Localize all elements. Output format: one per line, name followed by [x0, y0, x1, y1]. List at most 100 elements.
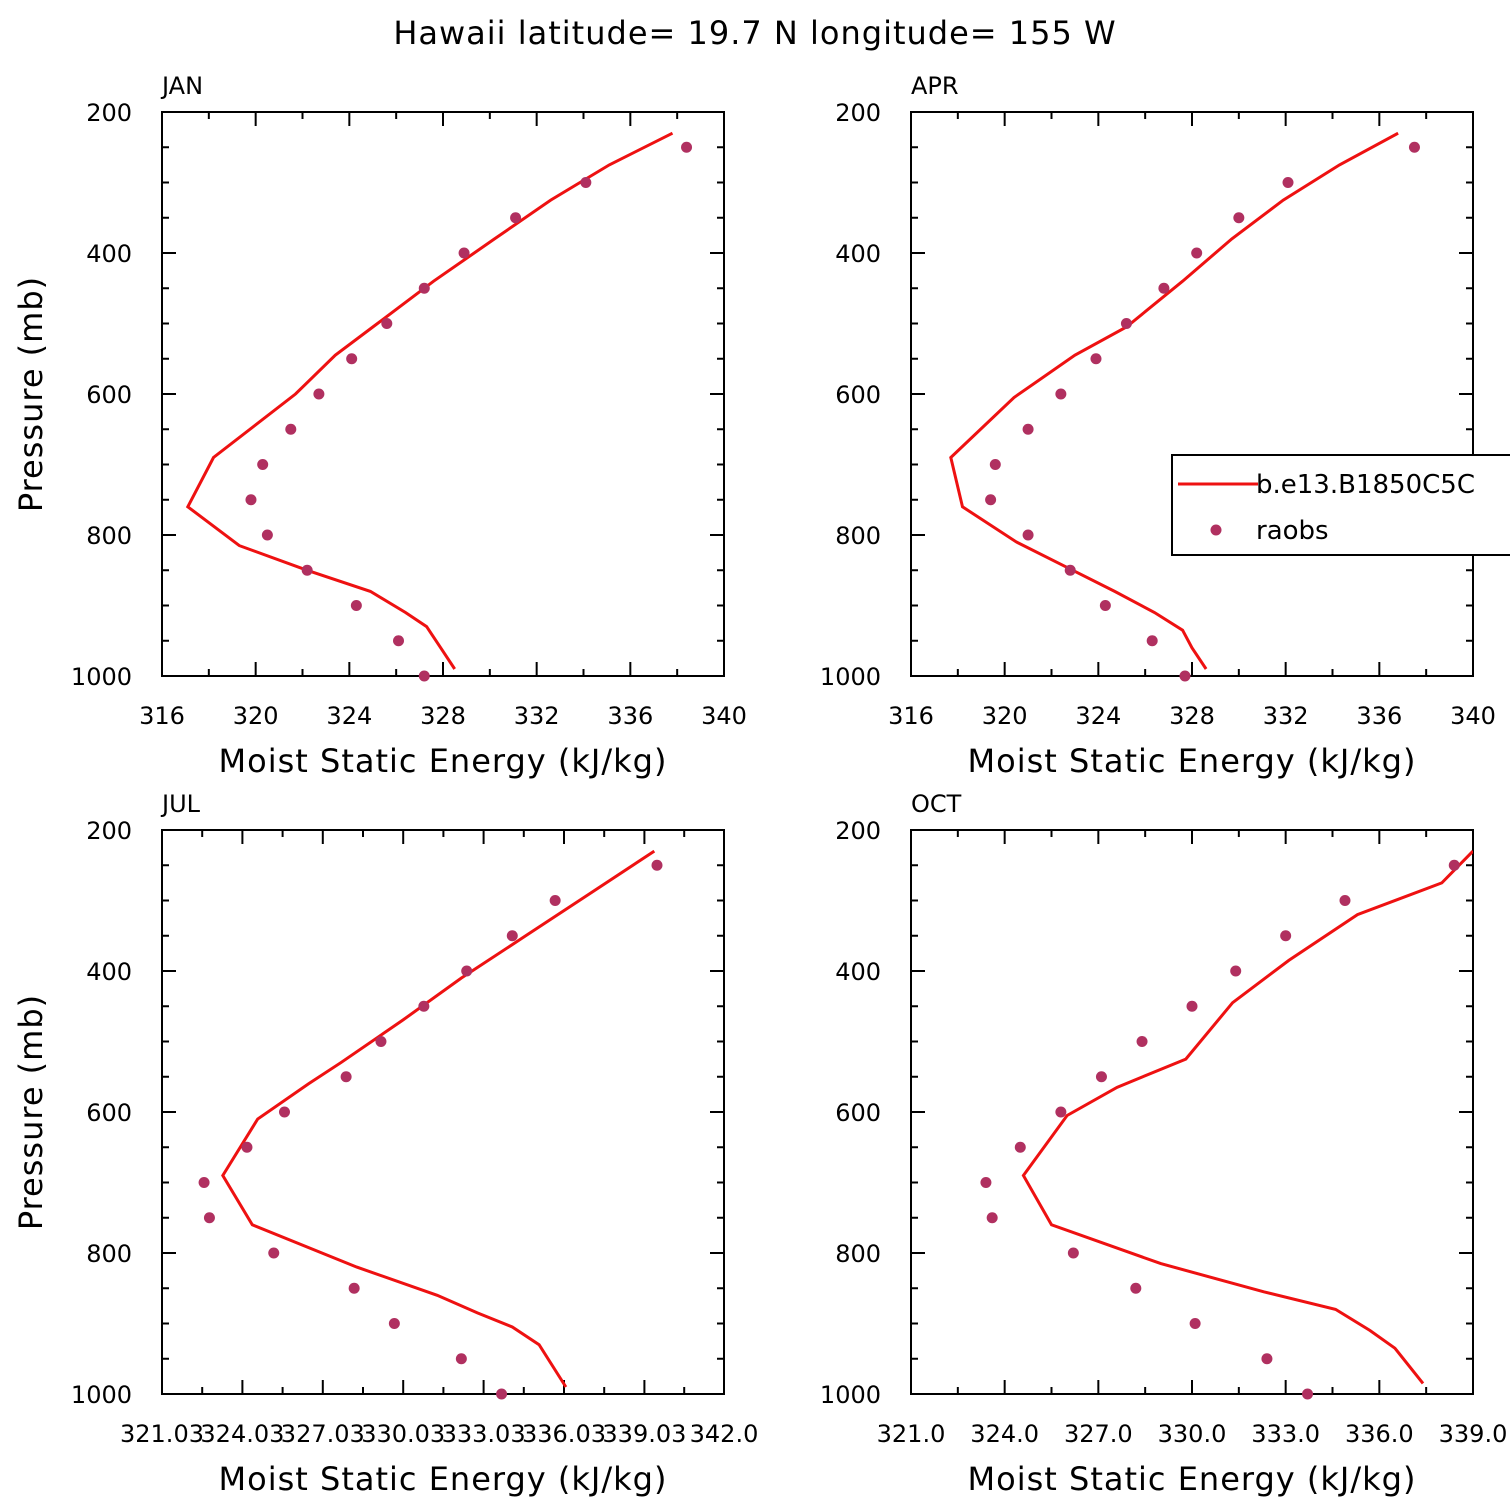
y-tick-label: 200 [835, 817, 881, 845]
x-tick-label: 320 [982, 702, 1028, 730]
x-axis-title: Moist Static Energy (kJ/kg) [219, 742, 668, 780]
y-tick-label: 400 [835, 958, 881, 986]
raobs-point [1339, 895, 1351, 906]
panel-label: JUL [160, 790, 201, 818]
raobs-point [461, 965, 473, 977]
panel-label: OCT [911, 790, 962, 818]
raobs-point [340, 1071, 352, 1083]
raobs-point [1064, 564, 1076, 576]
x-tick-label: 336.03 [522, 1420, 606, 1448]
x-tick-label: 330.0 [1158, 1420, 1227, 1448]
raobs-point [651, 859, 663, 871]
y-tick-label: 600 [86, 1099, 132, 1127]
panel-jul: JUL 200 400 600 800 1000 321.03324.03327.03330… [12, 790, 758, 1498]
raobs-point [245, 494, 257, 506]
y-tick-label: 800 [86, 1240, 132, 1268]
y-tick-label: 200 [835, 99, 881, 127]
raobs-point [1014, 1141, 1026, 1153]
y-tick-label: 200 [86, 817, 132, 845]
raobs-point [1408, 141, 1420, 153]
raobs-point [346, 353, 358, 365]
raobs-point [375, 1036, 387, 1047]
raobs-point [496, 1388, 508, 1400]
x-tick-label: 320 [233, 702, 279, 730]
x-tick-label: 332 [1263, 702, 1309, 730]
raobs-point [455, 1353, 467, 1365]
raobs-point [393, 635, 405, 647]
legend-label: raobs [1256, 516, 1329, 546]
plot-frame [910, 829, 1474, 1395]
raobs-point [580, 177, 592, 188]
x-tick-label: 327.0 [1064, 1420, 1133, 1448]
raobs-point [1233, 212, 1245, 224]
panel-label: JAN [160, 72, 203, 100]
x-tick-label: 321.0 [877, 1420, 946, 1448]
x-tick-label: 324.03 [200, 1420, 284, 1448]
x-tick-label: 328 [1169, 702, 1215, 730]
y-tick-label: 400 [86, 958, 132, 986]
x-tick-label: 321.03 [120, 1420, 204, 1448]
plot-frame [161, 111, 725, 677]
raobs-point [1090, 353, 1102, 365]
raobs-point [1158, 282, 1170, 294]
raobs-point [313, 388, 325, 400]
raobs-point [418, 670, 430, 682]
x-tick-label: 324.0 [970, 1420, 1039, 1448]
raobs-point [989, 459, 1001, 470]
raobs-point [1067, 1247, 1079, 1259]
raobs-point [301, 564, 313, 576]
y-tick-label: 800 [835, 522, 881, 550]
raobs-point [1146, 635, 1158, 647]
legend: b.e13.B1850C5C raobs [1171, 454, 1510, 556]
x-tick-label: 332 [514, 702, 560, 730]
x-tick-label: 316 [139, 702, 185, 730]
y-tick-label: 800 [86, 522, 132, 550]
raobs-point [1230, 965, 1242, 977]
raobs-point [549, 895, 561, 906]
raobs-point [506, 930, 518, 942]
x-axis-title: Moist Static Energy (kJ/kg) [968, 1460, 1417, 1498]
raobs-point [1282, 177, 1294, 188]
raobs-point [681, 141, 693, 153]
x-tick-label: 330.03 [361, 1420, 445, 1448]
x-tick-label: 327.03 [281, 1420, 365, 1448]
model-profile-line [949, 131, 1399, 670]
figure-title: Hawaii latitude= 19.7 N longitude= 155 W [393, 14, 1116, 52]
x-tick-label: 324 [326, 702, 372, 730]
raobs-point [1191, 247, 1203, 259]
raobs-point [1055, 388, 1067, 400]
raobs-point [198, 1177, 210, 1188]
raobs-point [1261, 1353, 1273, 1365]
raobs-point [985, 494, 997, 506]
x-tick-label: 336 [1356, 702, 1402, 730]
raobs-point [1022, 529, 1034, 541]
legend-label: b.e13.B1850C5C [1256, 470, 1475, 500]
plot-frame [161, 829, 725, 1395]
x-axis-title: Moist Static Energy (kJ/kg) [968, 742, 1417, 780]
raobs-point [261, 529, 273, 541]
y-tick-label: 600 [835, 381, 881, 409]
y-tick-label: 1000 [820, 1381, 881, 1409]
y-tick-label: 1000 [820, 663, 881, 691]
raobs-point [510, 212, 522, 224]
raobs-point [1189, 1318, 1201, 1329]
raobs-point [1099, 600, 1111, 611]
y-tick-label: 400 [86, 240, 132, 268]
y-axis-title: Pressure (mb) [12, 276, 50, 512]
y-tick-label: 600 [835, 1099, 881, 1127]
x-tick-label: 328 [420, 702, 466, 730]
x-tick-label: 336 [607, 702, 653, 730]
plot-frame [910, 111, 1474, 677]
raobs-point [458, 247, 470, 259]
raobs-point [268, 1247, 280, 1259]
raobs-point [241, 1141, 253, 1153]
x-tick-label: 342.0 [690, 1420, 759, 1448]
x-tick-label: 339.0 [1439, 1420, 1508, 1448]
raobs-point [1136, 1036, 1148, 1047]
y-tick-label: 600 [86, 381, 132, 409]
legend-marker-swatch [1210, 524, 1222, 536]
y-tick-label: 1000 [71, 1381, 132, 1409]
